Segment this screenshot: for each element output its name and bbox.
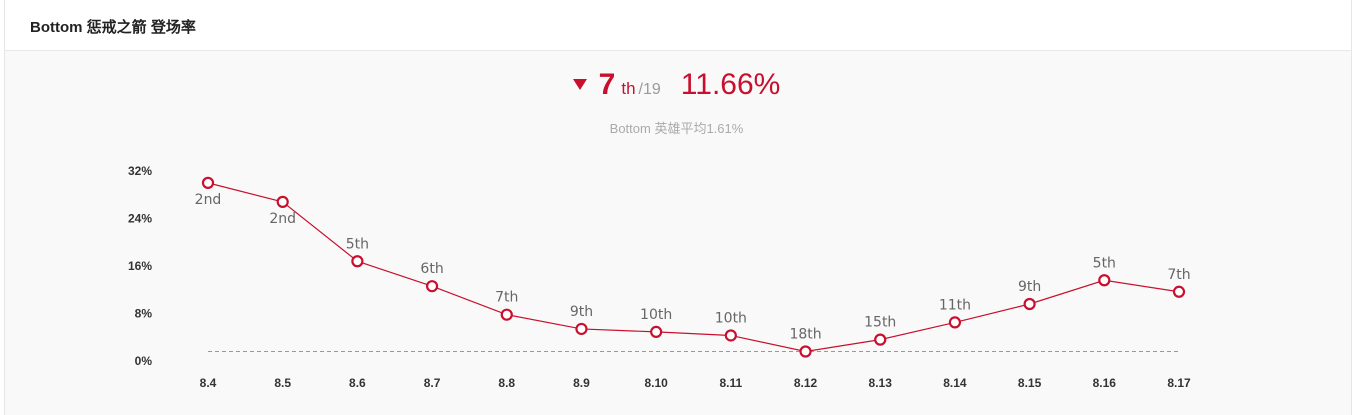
panel-title: Bottom 惩戒之箭 登场率 — [30, 19, 196, 36]
rank-label: 10th — [640, 307, 672, 323]
rank-label: 7th — [495, 290, 518, 306]
data-point — [650, 325, 663, 339]
data-point — [1023, 297, 1036, 311]
x-tick-label: 8.6 — [349, 376, 366, 390]
data-point — [575, 322, 588, 336]
rank-label: 2nd — [269, 211, 296, 227]
pick-rate-panel: Bottom 惩戒之箭 登场率 — [4, 0, 1352, 415]
panel-header: Bottom 惩戒之箭 登场率 — [5, 0, 1351, 51]
x-tick-label: 8.15 — [1018, 376, 1042, 390]
data-point — [425, 280, 439, 293]
pick-rate-value: 11.66% — [680, 68, 781, 101]
data-point — [874, 333, 887, 346]
rank-total: /19 — [638, 81, 661, 98]
data-point — [201, 176, 215, 189]
rank-label: 2nd — [195, 192, 222, 208]
x-tick-label: 8.16 — [1093, 376, 1117, 390]
rank-label: 15th — [864, 315, 896, 331]
rank-label: 10th — [715, 310, 747, 326]
data-point — [351, 255, 364, 268]
x-tick-label: 8.10 — [644, 376, 668, 390]
data-point — [948, 316, 962, 329]
rank-label: 7th — [1167, 267, 1190, 283]
x-tick-label: 8.7 — [424, 376, 441, 390]
data-point — [276, 195, 289, 208]
rank-summary: 7 th /19 11.66% — [0, 68, 1353, 102]
x-tick-label: 8.9 — [573, 376, 590, 390]
x-tick-label: 8.8 — [498, 376, 515, 390]
rank-label: 9th — [570, 304, 593, 320]
x-tick-label: 8.14 — [943, 376, 967, 390]
data-point — [1172, 285, 1186, 298]
role-average-text: Bottom 英雄平均1.61% — [609, 121, 744, 136]
rank-label: 5th — [1093, 255, 1116, 271]
trend-down-icon — [572, 79, 587, 90]
x-tick-label: 8.17 — [1167, 376, 1191, 390]
x-tick-label: 8.12 — [794, 376, 818, 390]
y-tick-label: 0% — [135, 354, 153, 368]
x-tick-label: 8.11 — [719, 376, 742, 390]
data-point — [799, 345, 812, 358]
y-tick-label: 24% — [128, 212, 152, 226]
x-tick-label: 8.13 — [869, 376, 893, 390]
rank-label: 5th — [346, 236, 369, 252]
data-point — [724, 329, 737, 342]
y-tick-label: 32% — [128, 164, 152, 178]
y-tick-label: 8% — [135, 307, 153, 321]
data-point — [1098, 274, 1111, 287]
rank-label: 11th — [939, 297, 971, 313]
series-line — [207, 182, 1180, 353]
rank-label: 6th — [420, 261, 443, 277]
rank-label: 9th — [1018, 279, 1041, 295]
y-tick-label: 16% — [128, 259, 152, 273]
x-tick-label: 8.4 — [200, 376, 217, 390]
rank-suffix: th — [621, 79, 636, 98]
x-tick-label: 8.5 — [274, 376, 291, 390]
data-point — [500, 308, 513, 321]
rank-label: 18th — [789, 327, 821, 343]
rank-number: 7 — [598, 68, 616, 101]
